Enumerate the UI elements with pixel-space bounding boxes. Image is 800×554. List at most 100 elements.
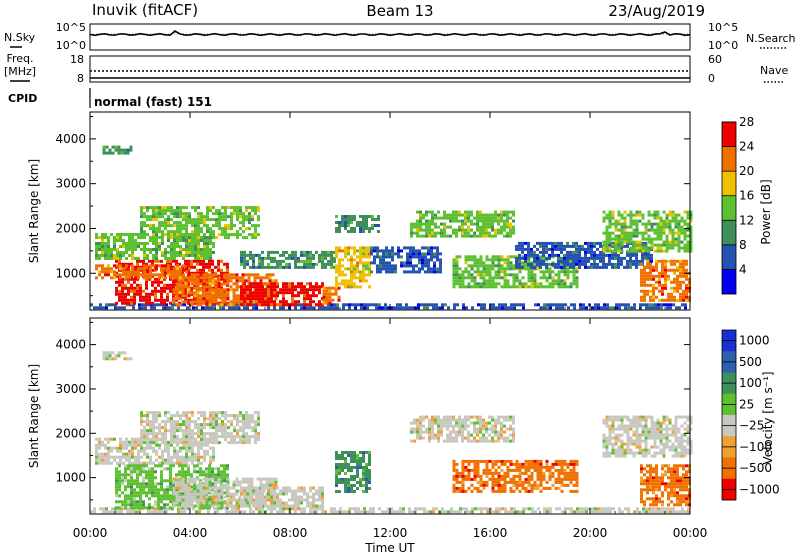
data-cell <box>220 479 223 483</box>
data-cell <box>575 256 578 260</box>
data-cell <box>288 288 291 292</box>
data-cell <box>677 240 681 244</box>
data-cell <box>179 212 182 216</box>
data-cell <box>152 212 155 216</box>
data-cell <box>659 234 663 238</box>
data-cell <box>419 219 422 223</box>
data-cell <box>140 441 143 445</box>
data-cell <box>245 206 248 210</box>
data-cell <box>312 510 315 514</box>
data-cell <box>187 473 190 477</box>
data-cell <box>458 255 462 259</box>
data-cell <box>206 224 209 228</box>
data-cell <box>177 510 180 514</box>
data-cell <box>659 246 663 250</box>
data-cell <box>191 414 194 418</box>
data-cell <box>200 254 203 257</box>
data-cell <box>650 253 653 257</box>
data-cell <box>208 491 211 495</box>
data-cell <box>104 242 107 245</box>
data-cell <box>245 441 248 445</box>
data-cell <box>482 270 486 274</box>
data-cell <box>172 300 176 304</box>
data-cell <box>330 510 333 514</box>
data-cell <box>379 270 382 274</box>
data-cell <box>209 236 212 239</box>
data-cell <box>652 295 655 299</box>
data-cell <box>563 259 566 263</box>
data-cell <box>617 237 621 241</box>
data-cell <box>270 510 273 514</box>
data-cell <box>142 503 145 507</box>
data-cell <box>368 270 371 274</box>
data-cell <box>143 267 146 271</box>
data-cell <box>197 227 200 231</box>
data-cell <box>176 264 179 268</box>
data-cell <box>632 262 635 266</box>
data-cell <box>276 291 279 295</box>
data-cell <box>635 249 639 253</box>
data-cell <box>503 279 507 283</box>
data-cell <box>193 276 197 280</box>
data-cell <box>512 231 515 235</box>
data-cell <box>255 285 258 289</box>
data-cell <box>605 240 609 244</box>
data-cell <box>388 249 391 253</box>
data-cell <box>362 255 365 259</box>
data-cell <box>240 510 243 514</box>
data-cell <box>206 242 209 245</box>
data-cell <box>461 213 464 217</box>
data-cell <box>653 216 657 220</box>
data-cell <box>146 411 149 415</box>
data-cell <box>315 262 318 266</box>
data-cell <box>244 273 248 277</box>
data-cell <box>338 230 341 233</box>
data-cell <box>482 261 486 265</box>
data-cell <box>254 224 257 228</box>
data-cell <box>104 437 107 441</box>
data-cell <box>163 488 166 492</box>
data-cell <box>366 303 369 307</box>
data-cell <box>303 250 306 254</box>
data-cell <box>173 245 176 248</box>
data-cell <box>182 458 185 462</box>
data-cell <box>354 303 357 307</box>
data-cell <box>353 270 356 274</box>
data-cell <box>226 297 230 301</box>
data-cell <box>155 420 158 424</box>
data-cell <box>185 417 188 421</box>
data-cell <box>388 255 391 259</box>
data-cell <box>186 306 189 310</box>
data-cell <box>443 228 446 232</box>
data-cell <box>390 507 393 511</box>
data-cell <box>98 443 101 447</box>
data-cell <box>90 510 93 514</box>
data-cell <box>294 256 297 260</box>
data-cell <box>429 303 432 307</box>
data-cell <box>485 285 489 289</box>
data-cell <box>202 300 206 304</box>
data-cell <box>548 282 552 286</box>
data-cell <box>456 303 459 307</box>
data-cell <box>605 234 609 238</box>
data-cell <box>152 446 155 450</box>
data-cell <box>125 437 128 441</box>
data-cell <box>129 148 133 152</box>
data-cell <box>261 265 264 269</box>
data-cell <box>291 297 294 301</box>
data-cell <box>183 510 186 514</box>
data-cell <box>152 206 155 210</box>
data-cell <box>193 482 196 486</box>
data-cell <box>203 441 206 445</box>
data-cell <box>132 306 135 310</box>
data-cell <box>385 246 388 250</box>
data-cell <box>288 253 291 257</box>
data-cell <box>142 259 145 263</box>
data-cell <box>674 219 678 223</box>
data-cell <box>188 276 191 280</box>
data-cell <box>139 497 142 501</box>
data-cell <box>197 233 200 237</box>
data-cell <box>143 276 146 280</box>
data-cell <box>185 251 188 254</box>
data-cell <box>348 306 351 310</box>
